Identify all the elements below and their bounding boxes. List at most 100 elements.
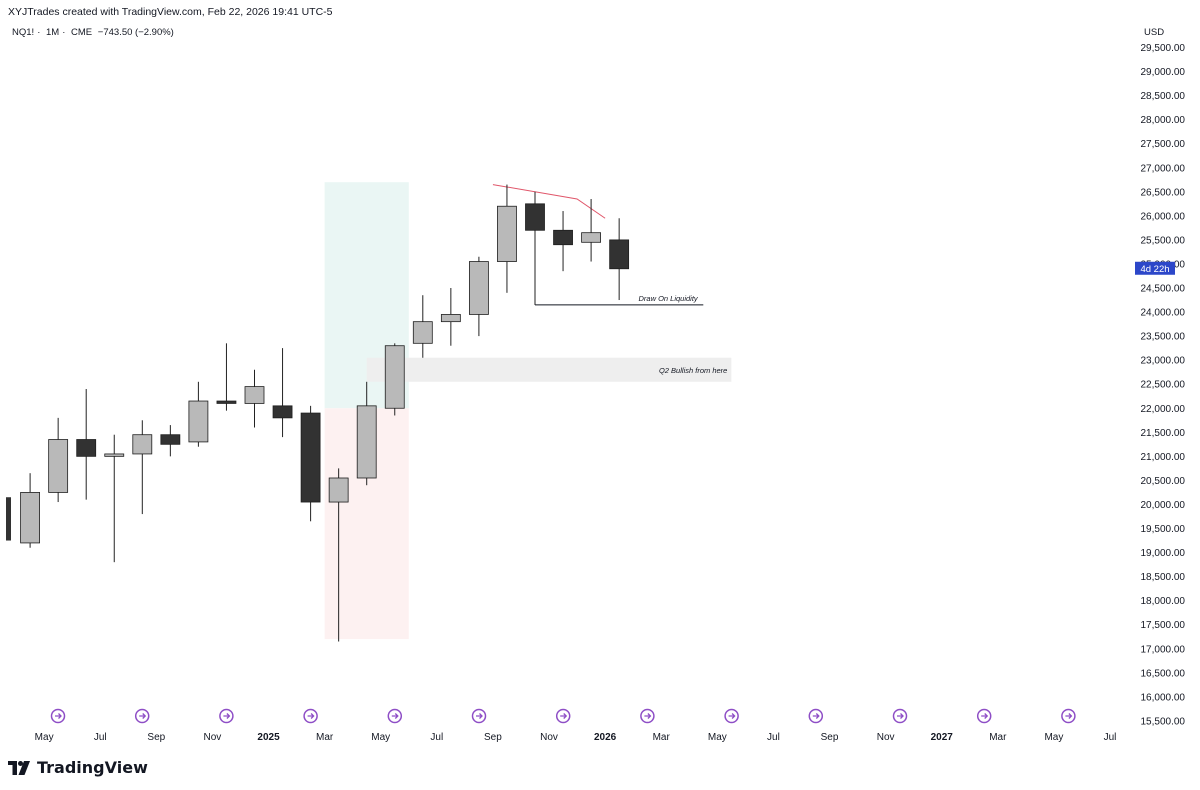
- price-tick-label: 19,500.00: [1141, 524, 1186, 535]
- time-tick-label: Mar: [316, 732, 334, 743]
- candle-body: [609, 239, 630, 270]
- candle-body: [581, 232, 601, 243]
- symbol-interval[interactable]: 1M: [46, 27, 60, 38]
- candle: [188, 381, 209, 447]
- partial-candle: [6, 497, 11, 541]
- candle-body: [356, 405, 377, 479]
- candle-body: [497, 205, 517, 262]
- candle: [160, 425, 181, 457]
- candle-body: [244, 386, 265, 404]
- highlight-zones: [324, 182, 732, 640]
- candle: [497, 184, 517, 293]
- event-marker-icon: [724, 708, 739, 724]
- time-tick-label: Nov: [877, 732, 895, 743]
- time-tick-label: May: [1044, 732, 1063, 743]
- candle: [272, 348, 293, 438]
- price-tick-label: 15,500.00: [1141, 716, 1186, 727]
- candle-body: [76, 439, 97, 457]
- candle: [216, 343, 237, 411]
- price-tick-label: 20,500.00: [1141, 476, 1186, 487]
- candle: [384, 343, 405, 416]
- candles-layer: [6, 184, 630, 642]
- price-tick-label: 19,000.00: [1141, 548, 1186, 559]
- candle-body: [216, 400, 237, 404]
- time-tick-label: Nov: [540, 732, 558, 743]
- event-marker-icon: [387, 708, 403, 724]
- time-tick-label: Jul: [767, 732, 780, 743]
- candle: [244, 369, 265, 428]
- candle: [525, 191, 545, 305]
- event-marker-icon: [471, 708, 487, 724]
- price-tick-label: 22,500.00: [1141, 380, 1186, 391]
- time-tick-label: May: [35, 732, 54, 743]
- event-marker-icon: [640, 708, 655, 724]
- candle: [48, 417, 69, 503]
- time-tick-label: Sep: [821, 732, 839, 743]
- event-marker-icon: [976, 708, 992, 724]
- candle-body: [104, 453, 125, 457]
- symbol-name[interactable]: NQ1!: [12, 27, 35, 38]
- price-tick-label: 26,000.00: [1141, 211, 1186, 222]
- price-tick-label: 24,000.00: [1141, 308, 1186, 319]
- price-tick-label: 29,000.00: [1141, 67, 1186, 78]
- price-tick-label: 23,000.00: [1141, 356, 1186, 367]
- candle: [328, 468, 349, 642]
- candle: [300, 405, 321, 522]
- event-marker-icon: [808, 708, 824, 724]
- candle: [468, 256, 489, 337]
- candle-body: [440, 314, 461, 323]
- price-axis-currency: USD: [1144, 27, 1165, 38]
- price-tick-label: 17,000.00: [1141, 644, 1186, 655]
- candle-body: [188, 400, 209, 443]
- candle: [440, 288, 461, 346]
- price-axis: 29,500.00 29,000.00 28,500.00 28,000.00 27,5…: [1135, 43, 1185, 727]
- price-tick-label: 21,000.00: [1141, 452, 1186, 463]
- event-marker-icon: [1061, 708, 1076, 724]
- symbol-change: −743.50 (−2.90%): [97, 27, 174, 38]
- countdown-badge: [1135, 261, 1175, 275]
- event-marker-icon: [892, 708, 908, 724]
- price-tick-label: 29,500.00: [1141, 43, 1186, 54]
- price-tick-label: 28,500.00: [1141, 91, 1186, 102]
- time-tick-label: 2025: [257, 732, 280, 743]
- price-tick-label: 17,500.00: [1141, 620, 1186, 631]
- countdown-text: 4d 22h: [1140, 264, 1169, 275]
- time-tick-label: 2027: [931, 732, 954, 743]
- price-tick-label: 25,500.00: [1141, 235, 1186, 246]
- price-tick-label: 27,000.00: [1141, 163, 1186, 174]
- candle-body: [20, 492, 41, 544]
- candle-body: [553, 229, 573, 246]
- price-tick-label: 21,500.00: [1141, 428, 1186, 439]
- time-tick-label: 2026: [594, 732, 617, 743]
- candle: [609, 218, 630, 301]
- candle: [132, 420, 153, 515]
- price-tick-label: 18,000.00: [1141, 596, 1186, 607]
- symbol-exchange: CME: [71, 27, 93, 38]
- price-tick-label: 20,000.00: [1141, 500, 1186, 511]
- event-markers: [50, 708, 1076, 724]
- time-tick-label: May: [371, 732, 390, 743]
- liquidity-label: Draw On Liquidity: [638, 294, 698, 303]
- candle-body: [384, 345, 405, 409]
- time-tick-label: Nov: [204, 732, 222, 743]
- chart-attribution: XYJTrades created with TradingView.com, …: [8, 6, 333, 18]
- highs-trendline: [492, 184, 606, 219]
- symbol-info: NQ1! · 1M · CME −743.50 (−2.90%): [12, 27, 174, 38]
- time-tick-label: Mar: [989, 732, 1007, 743]
- time-axis: May Jul Sep Nov 2025 Mar May Jul Sep Nov 2026 Mar Ma…: [35, 732, 1117, 743]
- candle-body: [525, 203, 545, 231]
- candle-body: [300, 412, 321, 503]
- price-tick-label: 16,000.00: [1141, 692, 1186, 703]
- q2-label: Q2 Bullish from here: [659, 366, 727, 375]
- candle-body: [160, 434, 181, 445]
- time-tick-label: Mar: [653, 732, 671, 743]
- time-tick-label: Sep: [147, 732, 165, 743]
- time-tick-label: Jul: [94, 732, 107, 743]
- candle-body: [412, 321, 433, 344]
- candle: [20, 473, 41, 548]
- time-tick-label: Jul: [1104, 732, 1117, 743]
- tradingview-logo[interactable]: TradingView: [8, 758, 148, 777]
- candle: [356, 381, 377, 486]
- tradingview-logo-icon: [8, 760, 30, 775]
